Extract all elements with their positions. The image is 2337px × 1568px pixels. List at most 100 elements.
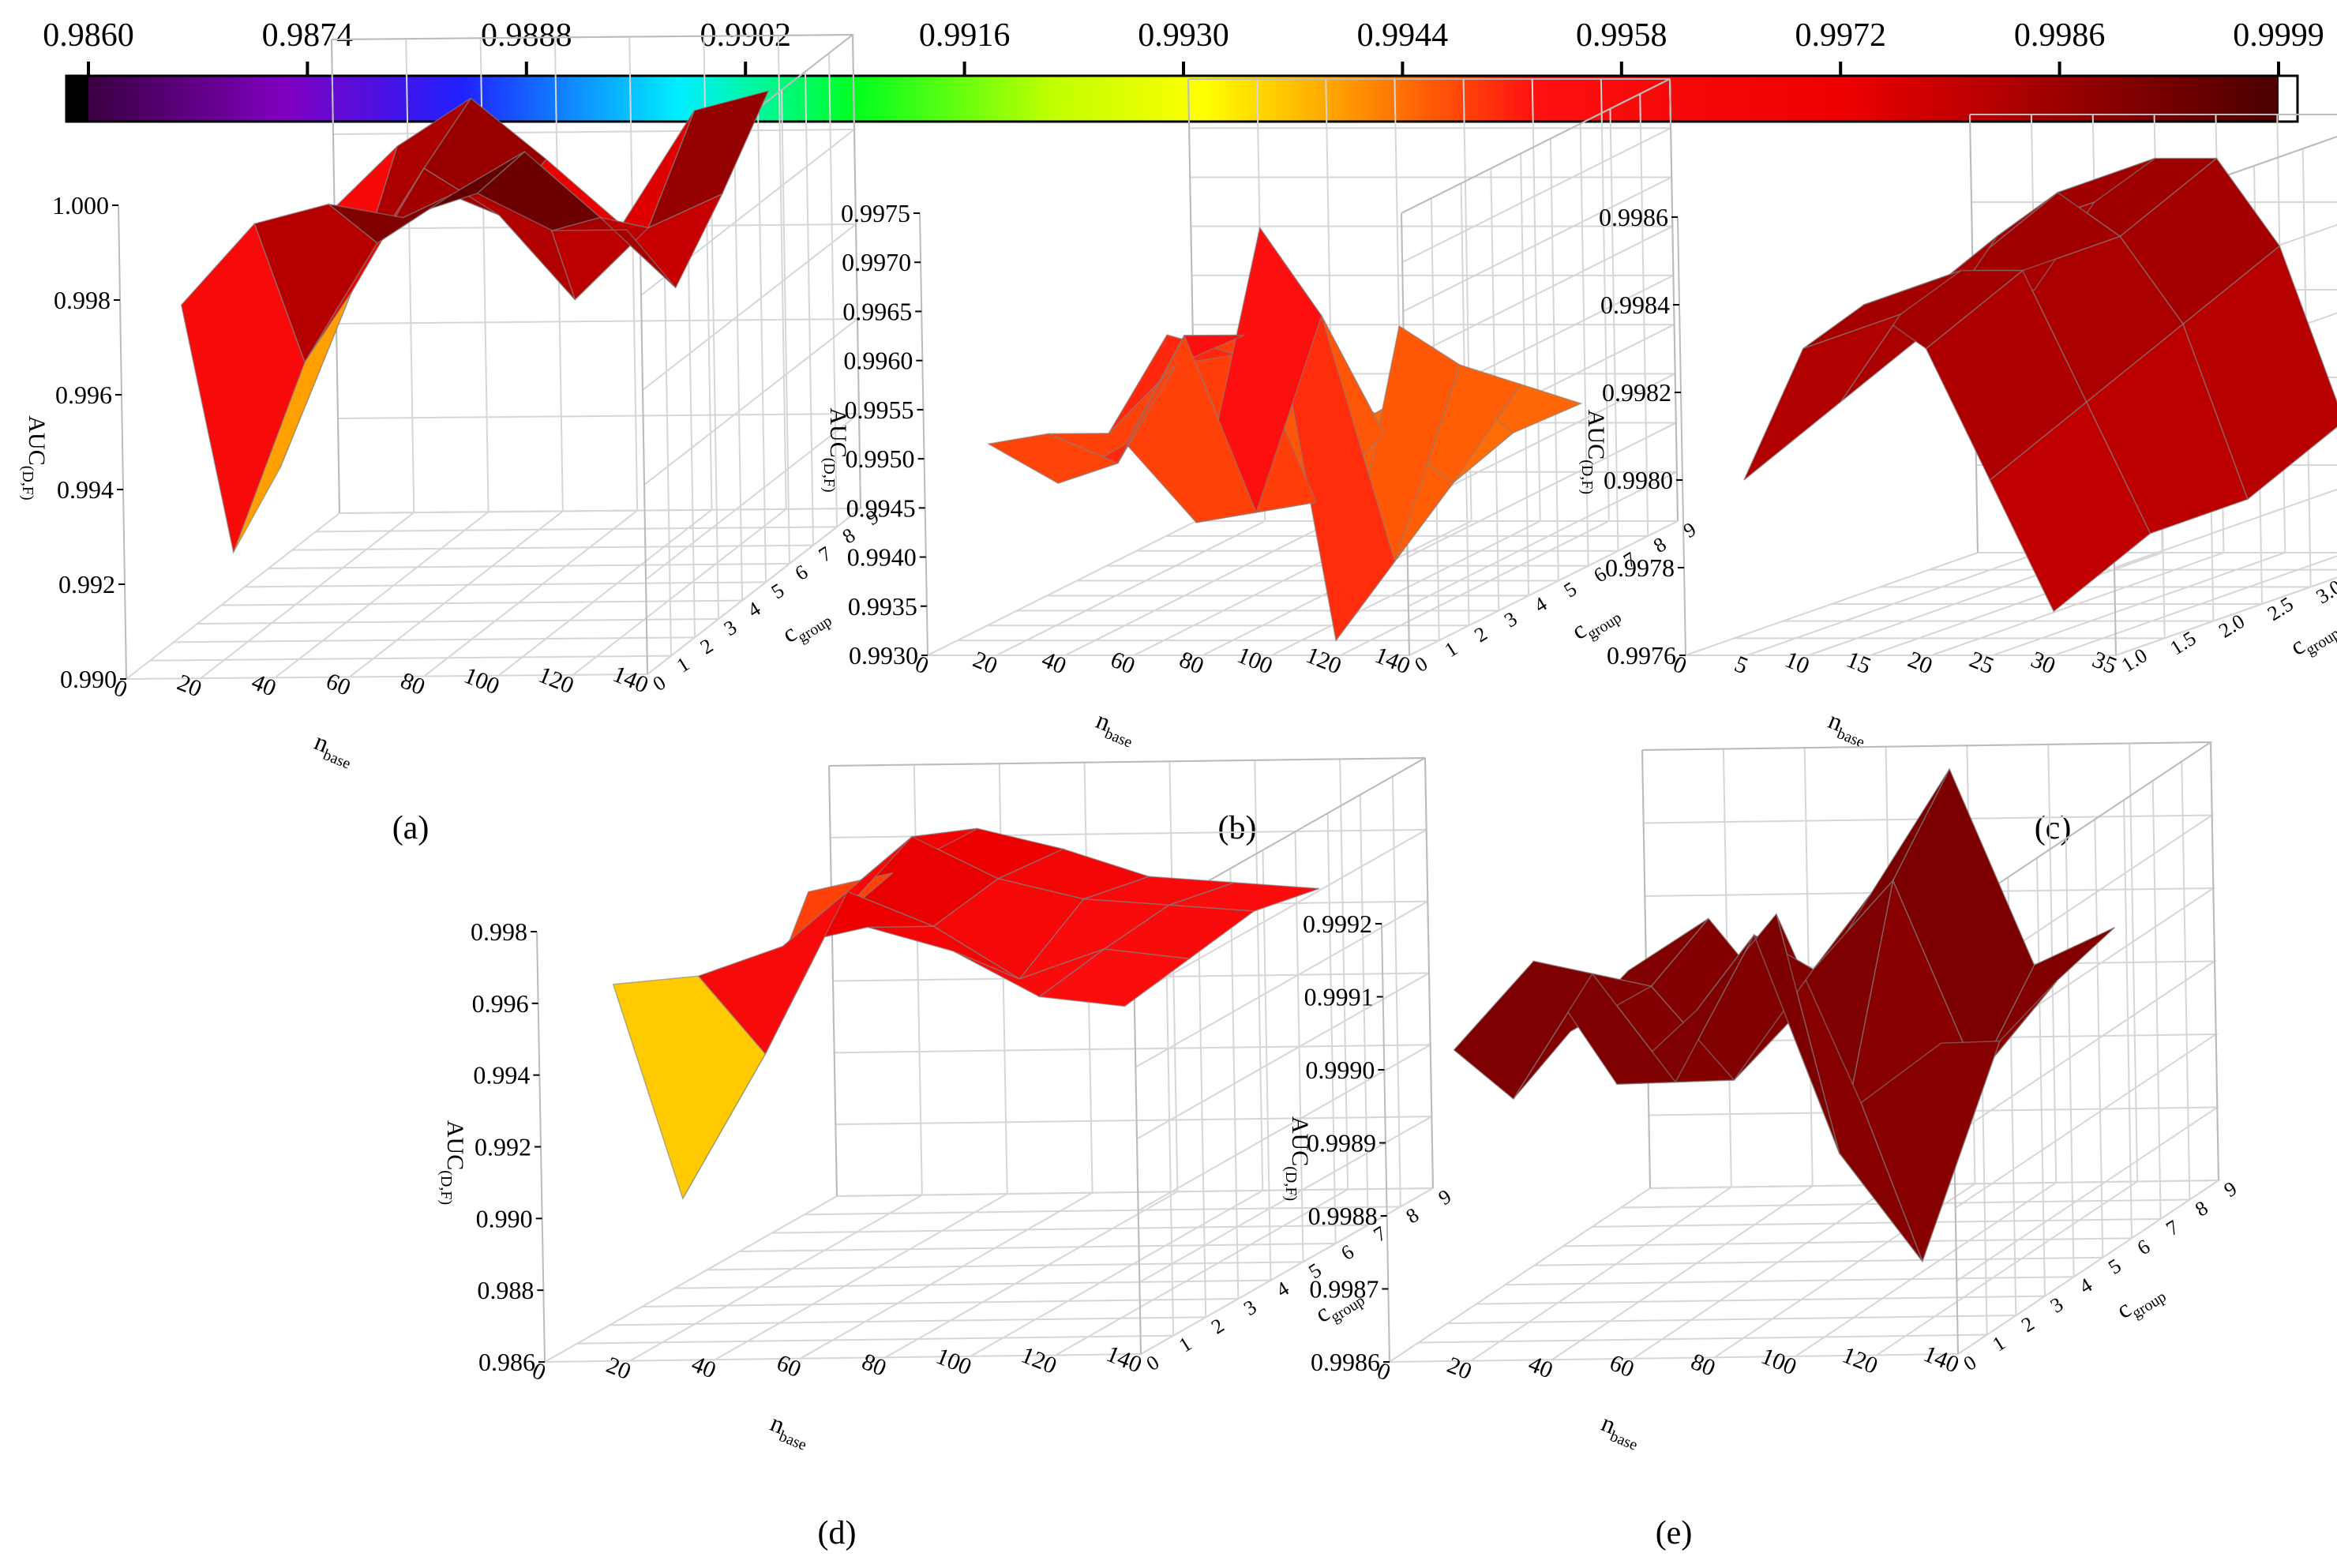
- colorbar-low-cap: [66, 76, 88, 122]
- box-edge: [1401, 78, 1671, 214]
- wall-grid-line: [1168, 761, 1179, 1192]
- z-tick-label: 0.9988: [1308, 1202, 1378, 1230]
- floor-grid-line: [1592, 1217, 2161, 1228]
- y-tick-label: 5: [1560, 577, 1581, 602]
- x-tick-label: 20: [1443, 1352, 1475, 1385]
- wall-grid-line: [1609, 108, 1619, 551]
- z-axis: 0.9930 0.9935 0.9940 0.9945 0.9950 0.9955 0.99…: [820, 199, 928, 670]
- panel-label: (d): [818, 1515, 857, 1551]
- floor-grid-line: [884, 1191, 1178, 1359]
- box-edge: [1424, 757, 1434, 1189]
- floor-grid-line: [739, 1243, 1336, 1252]
- z-axis-label-main: AUC: [24, 415, 50, 465]
- panel-e: 0.9986 0.9987 0.9988 0.9989 0.9990 0.9991 0.99…: [1282, 741, 2241, 1551]
- x-tick-label: 60: [773, 1349, 805, 1382]
- y-tick-label: 4: [1272, 1277, 1292, 1301]
- floor-grid-line: [291, 544, 814, 551]
- y-tick-label: 0: [1411, 652, 1431, 677]
- y-tick-label: 5: [2104, 1254, 2125, 1278]
- z-tick-label: 0.996: [472, 989, 529, 1018]
- x-tick-label: 80: [1176, 647, 1207, 680]
- x-tick-label: 140: [1920, 1341, 1963, 1378]
- z-tick-label: 0.9935: [848, 592, 917, 621]
- colorbar-tick-label: 0.9944: [1357, 17, 1449, 54]
- floor-grid-line: [268, 563, 790, 569]
- floor-grid-line: [674, 1279, 1271, 1289]
- y-tick-label: 1.0: [2118, 643, 2151, 677]
- floor-grid-line: [707, 1261, 1304, 1271]
- z-tick-label: 0.9991: [1304, 983, 1374, 1011]
- y-tick-label: 4: [2075, 1274, 2095, 1298]
- surface-patch: [986, 433, 1120, 484]
- panel-label: (a): [392, 810, 430, 846]
- z-axis-label-main: AUC: [1287, 1116, 1313, 1166]
- y-tick-label: 0: [1960, 1351, 1980, 1375]
- y-axis-label: cgroup: [777, 598, 835, 652]
- x-tick-label: 100: [932, 1343, 975, 1380]
- colorbar-tick-label: 0.9888: [481, 17, 572, 54]
- x-tick-label: 140: [1371, 642, 1414, 679]
- z-tick-label: 0.992: [58, 570, 115, 598]
- floor-grid-line: [800, 1191, 1093, 1360]
- z-axis-label: AUC(D,F): [19, 415, 50, 500]
- z-axis-label-main: AUC: [442, 1120, 468, 1170]
- z-axis-label-sub: (D,F): [1578, 460, 1596, 494]
- floor-grid-line: [1534, 1256, 2103, 1266]
- x-tick-label: 60: [1606, 1349, 1637, 1382]
- z-tick-label: 0.988: [477, 1276, 534, 1304]
- box-edge: [919, 212, 928, 656]
- y-tick-label: 6: [2133, 1235, 2154, 1259]
- y-tick-label: 2: [1470, 622, 1491, 647]
- x-tick-label: 15: [1843, 647, 1874, 680]
- x-tick-label: 80: [397, 667, 429, 700]
- box-edge: [852, 34, 861, 509]
- z-tick-label: 0.994: [473, 1061, 530, 1090]
- y-tick-label: 3: [2046, 1292, 2067, 1317]
- floor-grid-line: [1389, 1187, 1651, 1363]
- wall-grid-line: [2181, 761, 2191, 1200]
- floor-grid-line: [197, 618, 719, 625]
- x-tick-label: 120: [1839, 1341, 1881, 1379]
- panel-label: (b): [1218, 810, 1257, 846]
- y-tick-label: 2.5: [2264, 592, 2298, 625]
- colorbar-tick-label: 0.9999: [2233, 17, 2324, 54]
- y-tick-label: 2: [696, 634, 717, 658]
- floor-grid-line: [642, 1298, 1239, 1307]
- z-axis-label-sub: (D,F): [437, 1170, 455, 1205]
- z-axis-label-sub: (D,F): [820, 458, 838, 493]
- z-tick-label: 0.9992: [1303, 910, 1372, 938]
- y-tick-label: 0: [649, 671, 670, 696]
- y-tick-label: 0: [1142, 1351, 1163, 1375]
- z-tick-label: 0.990: [60, 665, 117, 693]
- y-tick-label: 5: [767, 579, 788, 603]
- x-axis-label-sub: base: [1102, 725, 1135, 752]
- surface-patch: [612, 975, 767, 1200]
- panel-c: 0.99760.99780.99800.99820.99840.9986AUC(…: [1578, 114, 2337, 846]
- x-tick-label: 20: [1904, 647, 1936, 680]
- y-tick-label: 9: [1679, 518, 1700, 542]
- z-tick-label: 0.9986: [1599, 203, 1668, 231]
- x-tick-label: 20: [970, 647, 1001, 680]
- wall-grid-line: [1549, 138, 1559, 581]
- x-tick-label: 100: [1233, 642, 1276, 679]
- axes-box: [536, 757, 1434, 1363]
- z-tick-label: 0.9960: [843, 347, 913, 375]
- floor-grid-line: [610, 1316, 1206, 1326]
- y-tick-label: 7: [2162, 1215, 2182, 1240]
- wall-grid-line: [2123, 800, 2133, 1239]
- z-tick-label: 0.9950: [846, 445, 915, 473]
- wall-grid-line: [2065, 838, 2075, 1277]
- floor-grid-line: [1418, 1334, 1987, 1344]
- x-tick-label: 25: [1966, 647, 1998, 680]
- floor-grid-line: [996, 520, 1266, 656]
- y-tick-label: 4: [1530, 592, 1551, 617]
- z-axis-label: AUC(D,F): [1578, 410, 1609, 494]
- x-axis-label-sub: base: [1607, 1427, 1640, 1454]
- x-tick-label: 20: [174, 670, 205, 703]
- wall-grid-line: [405, 39, 415, 513]
- z-tick-label: 0.9986: [1311, 1348, 1380, 1376]
